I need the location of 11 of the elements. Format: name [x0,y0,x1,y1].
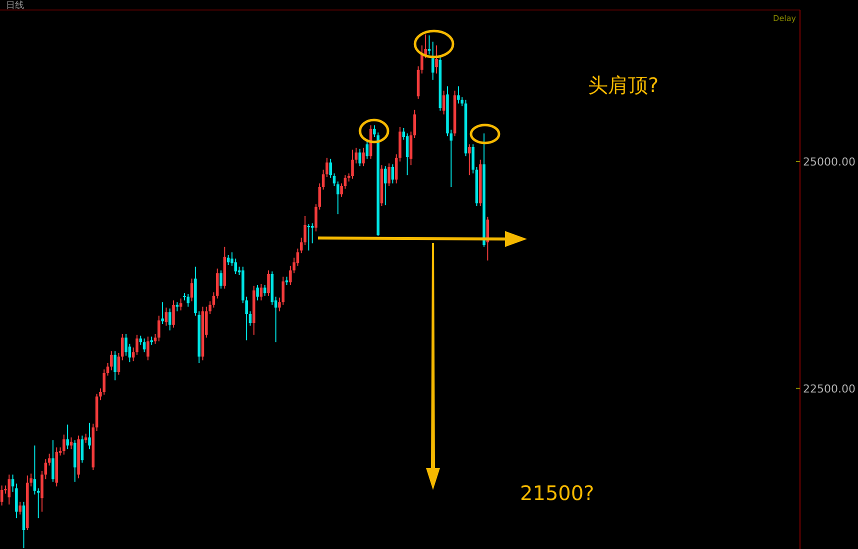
candlestick [428,35,431,54]
candlestick [307,224,310,250]
candlestick [468,144,471,176]
ytick: 25000.00 [803,156,856,169]
ytick: 22500.00 [803,382,856,396]
title: 日线 [6,1,24,11]
annotation: Delay [773,14,796,23]
annotation: 头肩顶? [588,73,659,97]
annotation: 21500? [520,481,594,505]
candlestick [36,488,40,518]
candlestick [161,302,164,324]
